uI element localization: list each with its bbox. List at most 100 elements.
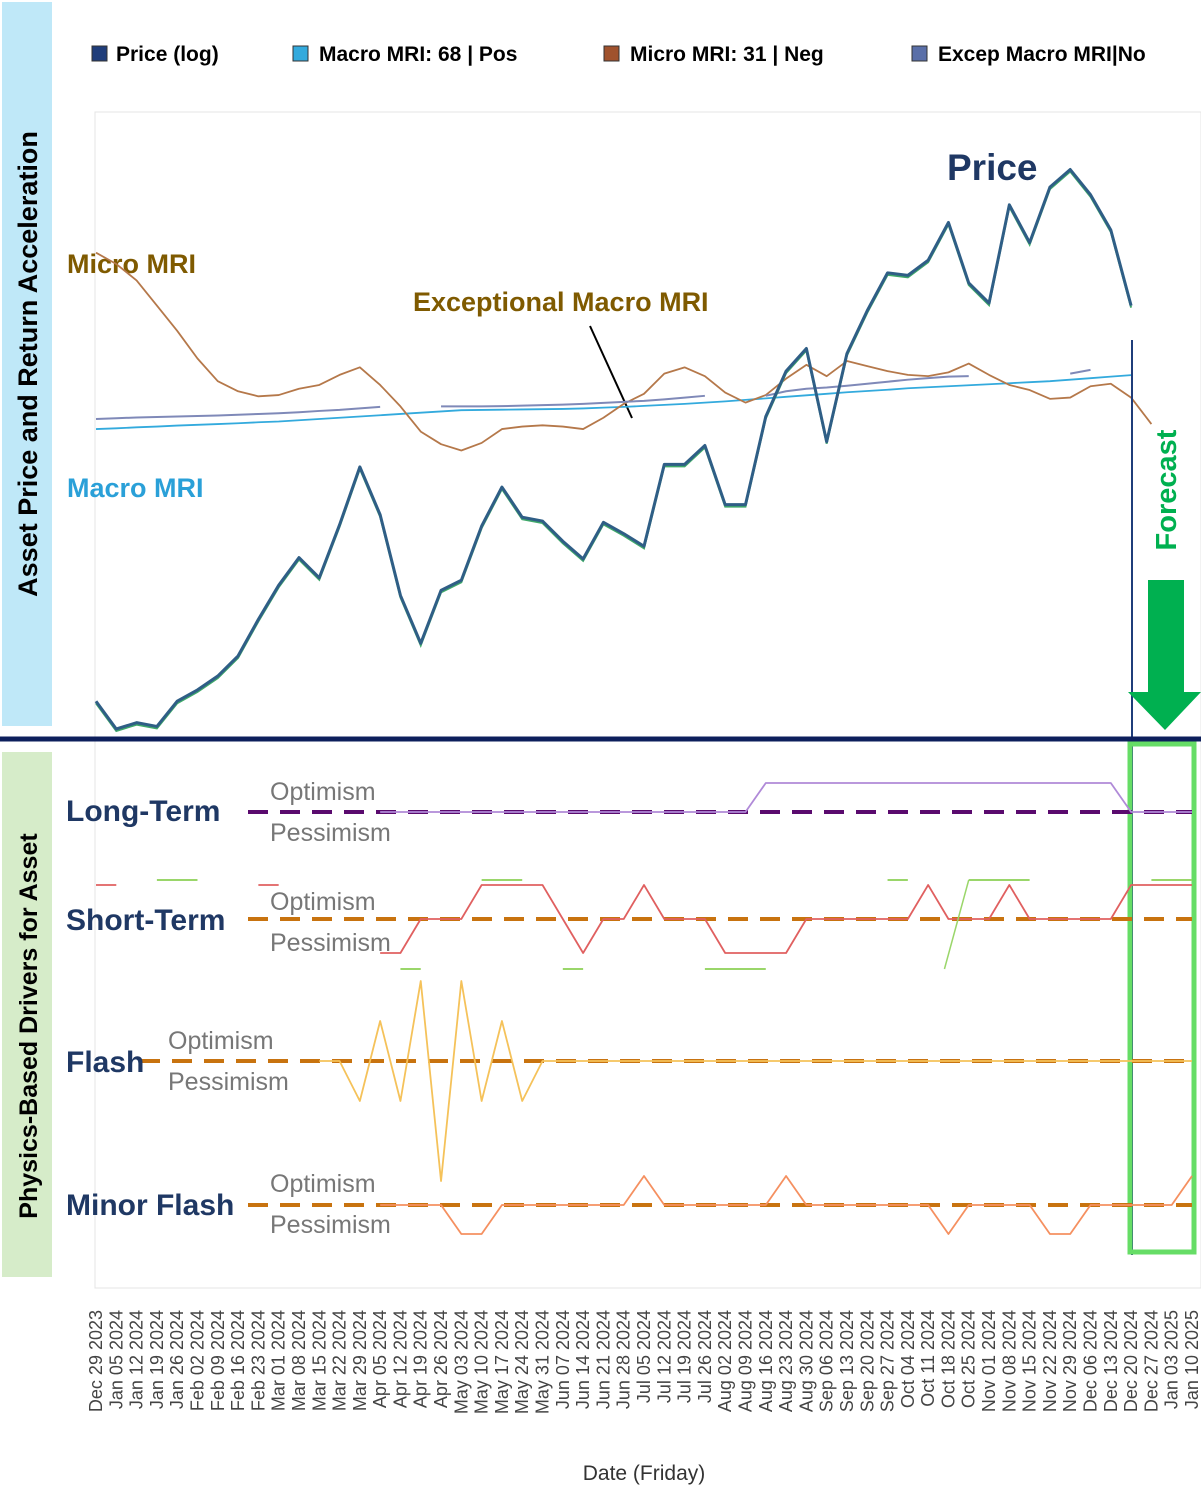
flash-optimism-label: Optimism <box>168 1027 274 1055</box>
x-tick-label: Nov 29 2024 <box>1060 1310 1080 1412</box>
x-tick-label: May 10 2024 <box>472 1310 492 1414</box>
x-tick-label: Nov 15 2024 <box>1020 1310 1040 1412</box>
x-tick-label: Jul 19 2024 <box>675 1310 695 1403</box>
x-tick-label: Jan 26 2024 <box>167 1310 187 1409</box>
x-tick-label: Dec 20 2024 <box>1121 1310 1141 1412</box>
x-tick-label: Jan 10 2025 <box>1182 1310 1201 1409</box>
x-tick-label: Sep 13 2024 <box>837 1310 857 1412</box>
top-series-layer <box>94 168 1153 733</box>
x-tick-label: May 24 2024 <box>512 1310 532 1414</box>
driver-layer <box>96 782 1193 1235</box>
excep-macro-mri-series <box>441 394 705 408</box>
x-tick-label: Apr 19 2024 <box>411 1310 431 1408</box>
top-axis-panel <box>2 2 52 726</box>
x-tick-label: Dec 13 2024 <box>1101 1310 1121 1412</box>
x-tick-label: Feb 09 2024 <box>208 1310 228 1411</box>
legend-swatch-micro-mri <box>603 45 620 62</box>
x-tick-label: Aug 09 2024 <box>735 1310 755 1412</box>
x-tick-label: Apr 26 2024 <box>431 1310 451 1408</box>
x-tick-label: May 03 2024 <box>451 1310 471 1414</box>
x-tick-label: Jun 21 2024 <box>593 1310 613 1409</box>
x-tick-label: Dec 29 2023 <box>86 1310 106 1412</box>
legend: Price (log) Macro MRI: 68 | Pos Micro MR… <box>91 43 1146 66</box>
excep-macro-mri-series <box>1070 368 1091 375</box>
x-tick-label: Nov 08 2024 <box>999 1310 1019 1412</box>
bottom-y-axis-label: Physics-Based Drivers for Asset <box>15 833 43 1219</box>
x-tick-label: Jan 03 2025 <box>1162 1310 1182 1409</box>
x-tick-label: Dec 27 2024 <box>1141 1310 1161 1412</box>
legend-item-price: Price (log) <box>116 43 219 66</box>
x-tick-label: Oct 11 2024 <box>918 1310 938 1407</box>
long-term-pessimism-label: Pessimism <box>270 819 391 847</box>
exceptional-macro-mri-annotation: Exceptional Macro MRI <box>413 287 709 317</box>
long-term-optimism-label: Optimism <box>270 778 376 806</box>
driver-label-long-term: Long-Term <box>66 795 220 828</box>
x-tick-label: Mar 22 2024 <box>330 1310 350 1411</box>
bottom-axis-panel <box>2 752 52 1277</box>
x-tick-label: Mar 01 2024 <box>269 1310 289 1411</box>
legend-item-macro-mri: Macro MRI: 68 | Pos <box>319 43 517 66</box>
top-y-axis-label: Asset Price and Return Acceleration <box>13 131 43 597</box>
x-tick-label: Jan 12 2024 <box>127 1310 147 1409</box>
x-tick-label: May 17 2024 <box>492 1310 512 1414</box>
long-term-driver-line <box>380 782 1192 813</box>
x-tick-label: Nov 01 2024 <box>979 1310 999 1412</box>
x-tick-label: Jul 05 2024 <box>634 1310 654 1403</box>
x-tick-label: Feb 16 2024 <box>228 1310 248 1411</box>
driver-label-flash: Flash <box>66 1046 144 1079</box>
minor-flash-driver-line <box>380 1175 1193 1235</box>
x-tick-label: Oct 18 2024 <box>938 1310 958 1408</box>
x-tick-label: Dec 06 2024 <box>1081 1310 1101 1412</box>
short-term-secondary-signal <box>943 879 970 970</box>
x-tick-label: Aug 16 2024 <box>756 1310 776 1412</box>
x-tick-label: Jun 28 2024 <box>614 1310 634 1409</box>
x-tick-label: Mar 08 2024 <box>289 1310 309 1411</box>
x-axis-ticks: Dec 29 2023 Jan 05 2024 Jan 12 2024 Jan 19 … <box>86 1310 1201 1414</box>
x-tick-label: Jun 07 2024 <box>553 1310 573 1409</box>
price-series <box>94 168 1133 731</box>
x-tick-label: Feb 23 2024 <box>248 1310 268 1411</box>
short-term-pessimism-label: Pessimism <box>270 929 391 957</box>
legend-swatch-macro-mri <box>292 45 309 62</box>
x-tick-label: Aug 23 2024 <box>776 1310 796 1412</box>
driver-label-minor-flash: Minor Flash <box>66 1189 234 1222</box>
price-annotation: Price <box>947 147 1038 188</box>
x-tick-label: Oct 04 2024 <box>898 1310 918 1408</box>
micro-mri-series <box>95 251 1153 452</box>
micro-mri-annotation: Micro MRI <box>67 249 196 279</box>
price-series-shadow <box>95 170 1133 733</box>
x-tick-label: Apr 05 2024 <box>370 1310 390 1408</box>
x-tick-label: Sep 20 2024 <box>857 1310 877 1412</box>
plot-area-frame <box>94 111 1201 1289</box>
x-tick-label: Feb 02 2024 <box>187 1310 207 1411</box>
x-tick-label: Nov 22 2024 <box>1040 1310 1060 1412</box>
x-tick-label: Apr 12 2024 <box>390 1310 410 1408</box>
x-tick-label: Mar 29 2024 <box>350 1310 370 1411</box>
legend-swatch-price <box>91 45 108 62</box>
flash-pessimism-label: Pessimism <box>168 1068 289 1096</box>
x-tick-label: Sep 06 2024 <box>817 1310 837 1412</box>
x-axis-title: Date (Friday) <box>583 1462 706 1485</box>
x-tick-label: Jan 05 2024 <box>106 1310 126 1409</box>
x-tick-label: Aug 02 2024 <box>715 1310 735 1412</box>
minor-flash-pessimism-label: Pessimism <box>270 1211 391 1239</box>
driver-label-short-term: Short-Term <box>66 904 225 937</box>
forecast-box <box>1127 741 1197 1255</box>
x-tick-label: May 31 2024 <box>533 1310 553 1414</box>
forecast-arrow-shaft <box>1148 580 1184 692</box>
minor-flash-optimism-label: Optimism <box>270 1170 376 1198</box>
forecast-label: Forecast <box>1151 429 1183 550</box>
excep-macro-mri-series <box>95 405 381 420</box>
flash-driver-line <box>319 980 1192 1182</box>
short-term-optimism-label: Optimism <box>270 888 376 916</box>
x-tick-label: Jun 14 2024 <box>573 1310 593 1409</box>
x-tick-label: Jul 26 2024 <box>695 1310 715 1403</box>
x-tick-label: Mar 15 2024 <box>309 1310 329 1411</box>
legend-item-excep-macro-mri: Excep Macro MRI|No <box>938 43 1146 66</box>
macro-mri-annotation: Macro MRI <box>67 473 204 503</box>
macro-mri-series <box>95 374 1132 430</box>
x-tick-label: Aug 30 2024 <box>796 1310 816 1412</box>
x-tick-label: Jul 12 2024 <box>654 1310 674 1403</box>
x-tick-label: Jan 19 2024 <box>147 1310 167 1409</box>
